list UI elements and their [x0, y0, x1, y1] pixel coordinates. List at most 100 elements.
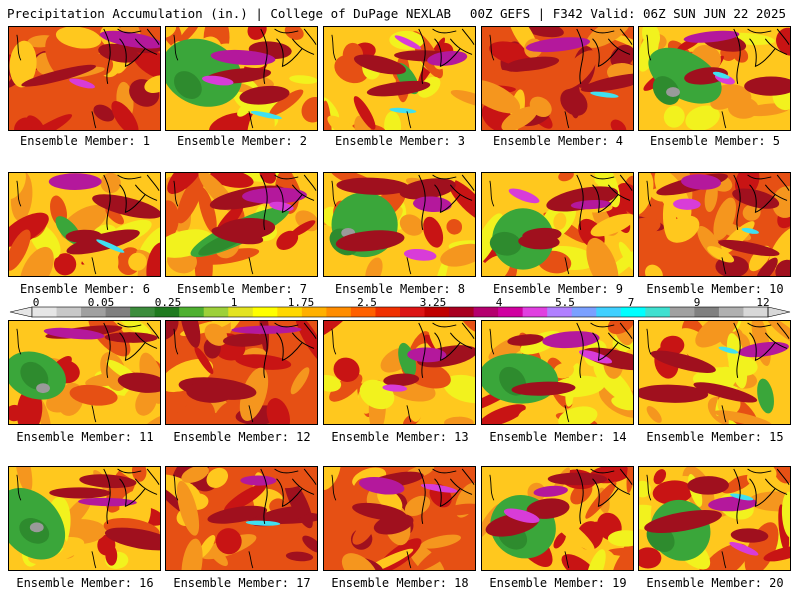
precip-contour — [685, 105, 720, 130]
heavy-band — [644, 509, 722, 533]
ensemble-member-label: Ensemble Member: 7 — [176, 282, 308, 296]
precip-contour — [586, 237, 619, 276]
heavy-band — [383, 373, 420, 387]
colorbar-swatch — [326, 307, 352, 317]
heavy-band — [43, 327, 105, 340]
precip-contour — [781, 491, 790, 538]
precip-contour — [324, 375, 342, 392]
dry-region — [29, 522, 44, 533]
precip-contour — [198, 535, 216, 558]
ensemble-member-map — [638, 320, 791, 425]
precip-contour — [663, 105, 685, 128]
coast-outline — [489, 34, 570, 129]
ensemble-member-map — [638, 172, 791, 277]
precip-contour — [721, 474, 753, 494]
great-lakes-outline — [733, 322, 790, 379]
colorbar-frame — [31, 306, 769, 318]
heavy-band — [518, 234, 560, 250]
precip-contour — [585, 481, 617, 519]
precip-contour — [639, 321, 672, 364]
heavy-band — [681, 174, 722, 190]
precip-field — [9, 173, 160, 276]
precip-contour — [459, 321, 475, 333]
colorbar-min-arrow — [9, 306, 33, 318]
precip-contour — [26, 115, 45, 130]
heavy-band — [578, 350, 613, 364]
precip-contour — [353, 96, 376, 130]
run-info: 00Z GEFS | F342 Valid: 06Z SUN JUN 22 20… — [469, 6, 786, 21]
precip-contour — [642, 27, 661, 48]
heavy-band — [242, 187, 307, 204]
colorbar-tick-label: 0 — [32, 296, 40, 309]
precip-field — [482, 27, 633, 130]
precip-contour — [639, 480, 651, 498]
precip-contour — [558, 406, 598, 424]
colorbar-swatch — [203, 307, 229, 317]
precip-contour — [9, 173, 26, 200]
heavy-band — [546, 186, 618, 212]
precip-contour — [166, 200, 179, 241]
precip-contour — [639, 375, 658, 384]
precip-contour — [482, 404, 526, 424]
ensemble-member-map — [165, 172, 318, 277]
ensemble-member-label: Ensemble Member: 16 — [16, 576, 154, 590]
coast-outline — [16, 474, 97, 569]
precip-contour — [329, 373, 363, 402]
precip-contour — [324, 467, 341, 490]
ensemble-member-label: Ensemble Member: 18 — [331, 576, 469, 590]
precip-contour — [93, 104, 115, 122]
heavy-band — [412, 196, 452, 213]
heavy-band — [358, 477, 405, 495]
heavy-band — [250, 111, 282, 120]
precip-contour — [166, 321, 179, 341]
heavy-band — [741, 227, 759, 234]
precip-field — [324, 27, 475, 130]
precip-contour — [448, 179, 475, 223]
ensemble-member-map — [638, 26, 791, 131]
precip-contour — [569, 79, 581, 119]
precip-contour — [645, 264, 663, 276]
colorbar-swatch — [400, 307, 426, 317]
ensemble-member-map — [481, 172, 634, 277]
ensemble-member-map — [165, 466, 318, 571]
precip-contour — [327, 115, 360, 130]
great-lakes-outline — [576, 468, 633, 525]
coast-outline — [646, 34, 727, 129]
colorbar-tick-label: 1.75 — [287, 296, 315, 309]
precip-colorbar — [9, 306, 791, 318]
coast-outline — [16, 180, 97, 275]
precip-contour — [176, 173, 205, 224]
precip-contour — [746, 116, 763, 130]
precip-contour — [289, 220, 316, 238]
precip-contour — [36, 467, 52, 496]
precip-contour — [443, 374, 475, 404]
coast-outline — [16, 34, 97, 129]
great-lakes-outline — [103, 468, 160, 525]
precip-contour — [181, 467, 209, 483]
colorbar-swatch — [350, 307, 376, 317]
precip-contour — [652, 480, 694, 505]
heavy-band — [683, 30, 740, 43]
ensemble-member-map — [8, 172, 161, 277]
great-lakes-outline — [260, 28, 317, 85]
precip-contour — [744, 522, 779, 570]
colorbar-tick-label: 12 — [756, 296, 770, 309]
heavy-band — [202, 75, 234, 86]
ensemble-member-map — [481, 320, 634, 425]
heavy-band — [718, 346, 739, 354]
great-lakes-outline — [418, 28, 475, 85]
precip-contour — [215, 528, 242, 555]
dry-region — [20, 361, 49, 390]
ensemble-member-label: Ensemble Member: 1 — [19, 134, 151, 148]
precip-contour — [181, 538, 203, 570]
precip-contour — [612, 541, 633, 570]
precip-field — [639, 27, 790, 130]
precip-contour — [714, 410, 773, 424]
heavy-band — [48, 173, 102, 190]
heavy-band — [78, 497, 137, 507]
ensemble-member-label: Ensemble Member: 4 — [492, 134, 624, 148]
precip-contour — [561, 554, 598, 570]
ensemble-member-map — [8, 466, 161, 571]
precip-contour — [442, 503, 475, 516]
heavy-band — [79, 474, 137, 489]
